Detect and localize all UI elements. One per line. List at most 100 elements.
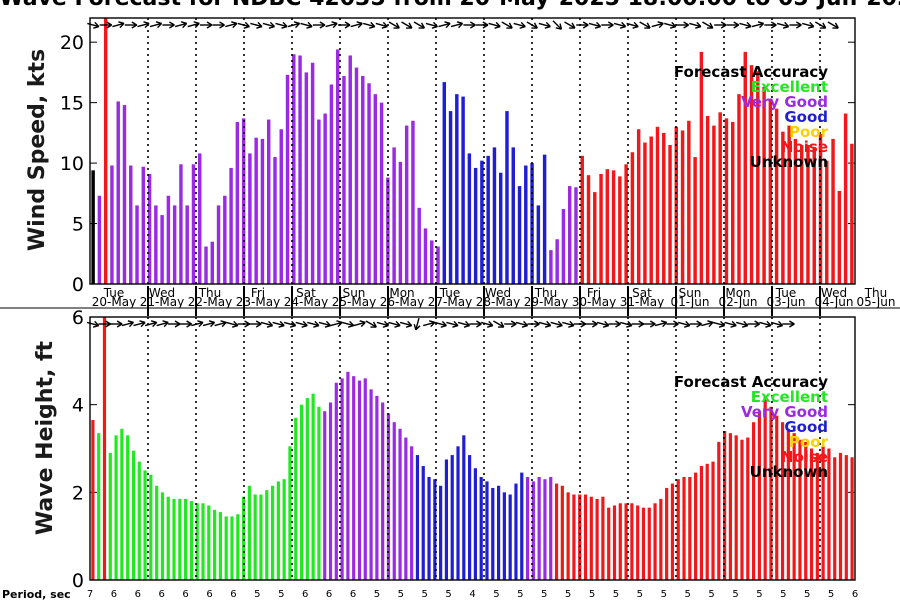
period-value: 5 [613,589,619,600]
bar [265,490,269,580]
day-date: 04-Jun [814,295,853,309]
bar [799,144,804,284]
bar [543,479,547,580]
day-name: Sun [343,286,366,300]
direction-arrow [643,320,656,328]
bar [838,452,843,580]
day-name: Mon [725,286,750,300]
bar [520,472,524,580]
bar [444,459,449,580]
plot-frame [89,316,856,581]
bar [379,102,384,284]
day-name: Fri [587,286,601,300]
y-tick-label: 0 [72,274,84,296]
bar [479,476,483,580]
bar [204,246,208,284]
bar [653,503,657,580]
bar [386,177,390,284]
bar [266,119,271,284]
direction-arrow [488,21,501,29]
direction-arrow [626,21,639,29]
period-value: 6 [326,589,332,600]
bar [110,165,114,284]
direction-arrow [124,21,138,29]
direction-arrow [550,320,563,328]
bar [116,101,120,285]
direction-arrow [262,21,275,29]
legend-item: Excellent [751,78,828,96]
bar [746,437,750,580]
direction-arrow [250,21,263,29]
bar [97,195,102,284]
bar [798,439,802,580]
bar [647,507,651,580]
direction-arrow [789,21,802,29]
bar [762,86,766,284]
period-value: 7 [87,589,93,600]
direction-arrow [552,20,563,30]
bar [514,483,518,580]
bar [97,433,101,580]
direction-arrow [504,320,517,328]
day-labels: Tue20-MayWed21-MayThu22-MayFri23-MaySat2… [0,286,900,316]
bar [649,136,653,284]
legend-item: Noise [781,448,828,466]
period-row: Period, sec 7 6 6 6 6 6 6 5 5 6 6 6 5 5 5 5 4 5 5 5 5 5 5 5 5 5 5 5… [2,588,858,600]
direction-arrow [689,320,702,328]
bar [601,496,605,580]
bar [210,241,214,284]
direction-arrow [365,320,377,328]
direction-arrow [469,320,482,328]
bar [254,137,258,284]
legend-item: Excellent [751,388,828,406]
direction-arrow [144,320,158,328]
direction-arrow [388,320,401,328]
bar [273,157,277,284]
direction-arrow [450,21,464,29]
bar [827,448,831,580]
legend-title: Forecast Accuracy [674,373,828,391]
direction-arrow [438,21,451,29]
direction-arrow [179,320,192,328]
bar [756,71,760,284]
bar [549,476,553,580]
direction-arrow [538,320,552,328]
direction-arrow [588,21,602,29]
period-value: 5 [541,589,547,600]
bar [524,165,528,284]
direction-arrow [613,21,627,29]
period-value: 5 [756,589,762,600]
bar [624,164,628,284]
plot-frame [89,17,856,285]
bar [410,446,414,580]
bar [259,494,263,580]
direction-arrow [562,320,575,328]
direction-arrow [300,21,313,29]
legend-item: Good [784,108,828,126]
day-name: Thu [198,286,222,300]
bar [624,503,628,580]
day-name: Sun [679,286,702,300]
bar [492,147,497,284]
day-date: 31-May [620,295,664,309]
bar [299,404,304,580]
bar [728,433,732,580]
bar [207,505,211,580]
day-name: Sat [632,286,652,300]
bar [641,507,646,580]
direction-arrow [739,21,752,29]
bar [392,147,396,284]
wave-height-axis-label: Wave Height, ft [33,340,58,535]
period-value: 6 [350,589,356,600]
bar [821,446,825,580]
bar [160,215,164,284]
direction-arrow [318,320,331,328]
direction-arrow [174,21,188,29]
bar [705,115,710,284]
bar [329,84,334,284]
bar [554,483,559,580]
bar [659,498,663,580]
bar [636,129,641,284]
direction-arrow [423,320,436,328]
bar [525,476,530,580]
